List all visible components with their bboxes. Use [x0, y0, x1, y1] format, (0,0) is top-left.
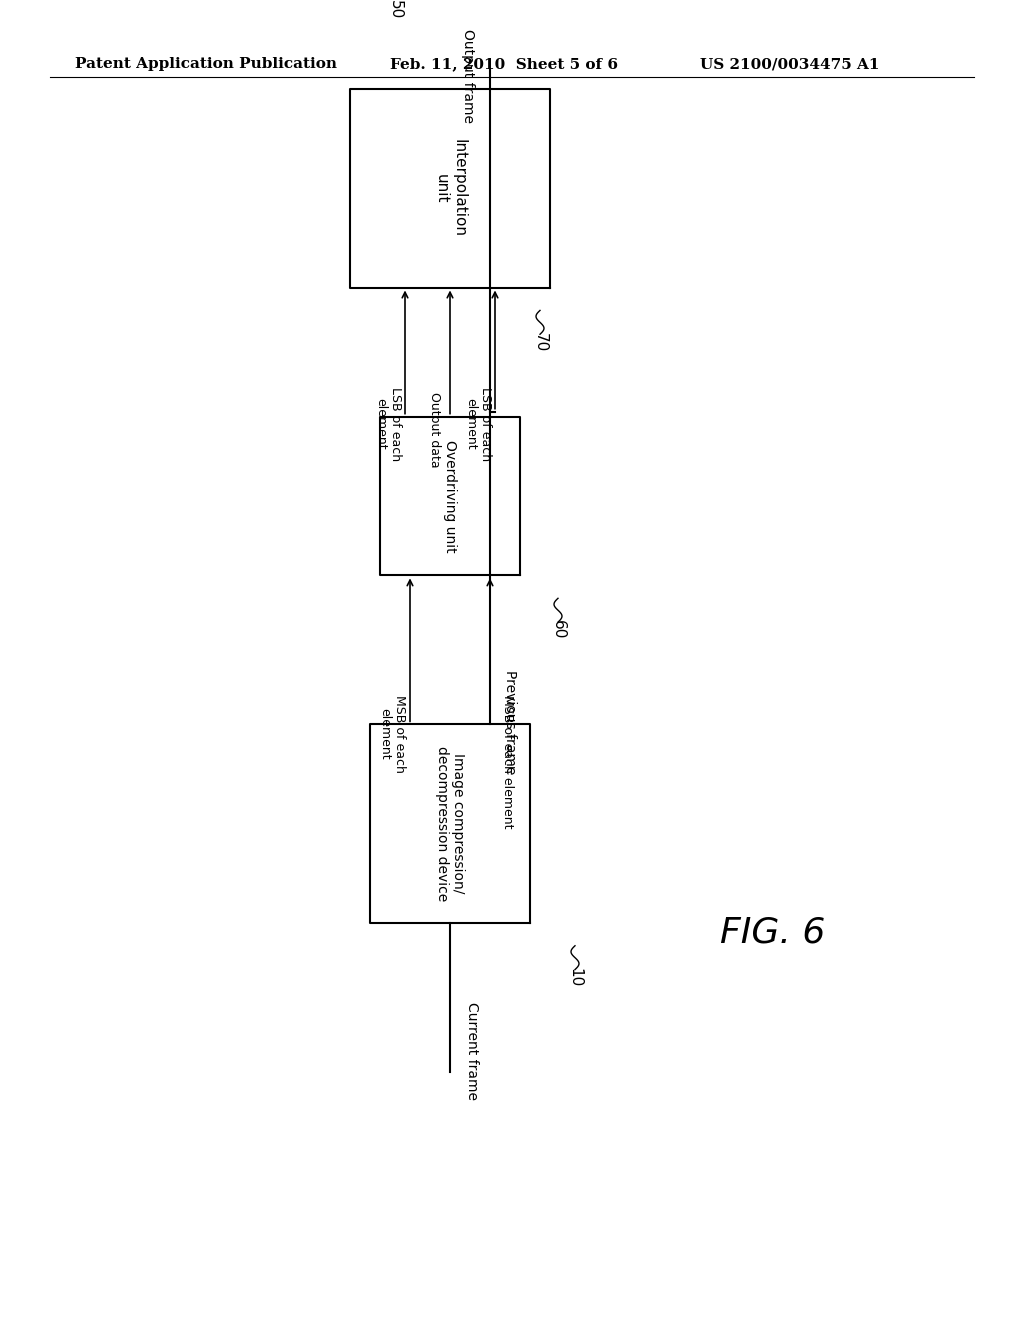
Text: Previous frame: Previous frame: [503, 669, 517, 774]
Text: 60: 60: [551, 620, 565, 640]
Text: Image compression/
decompression device: Image compression/ decompression device: [435, 746, 465, 902]
Text: 70: 70: [532, 333, 548, 352]
Text: MSB of each
element: MSB of each element: [378, 694, 406, 772]
Text: Interpolation
unit: Interpolation unit: [434, 140, 466, 238]
Text: Overdriving unit: Overdriving unit: [443, 440, 457, 552]
Text: Output data: Output data: [428, 392, 441, 467]
Text: 10: 10: [567, 968, 583, 987]
Text: LSB of each
element: LSB of each element: [464, 387, 492, 461]
Text: Patent Application Publication: Patent Application Publication: [75, 57, 337, 71]
Text: FIG. 6: FIG. 6: [720, 916, 825, 950]
Text: Feb. 11, 2010  Sheet 5 of 6: Feb. 11, 2010 Sheet 5 of 6: [390, 57, 618, 71]
Text: Current frame: Current frame: [465, 1002, 479, 1101]
Text: MSB of each element: MSB of each element: [502, 694, 514, 828]
Text: Output frame: Output frame: [461, 29, 475, 124]
Text: LSB of each
element: LSB of each element: [374, 387, 402, 461]
Text: US 2100/0034475 A1: US 2100/0034475 A1: [700, 57, 880, 71]
Text: 50: 50: [387, 0, 402, 20]
